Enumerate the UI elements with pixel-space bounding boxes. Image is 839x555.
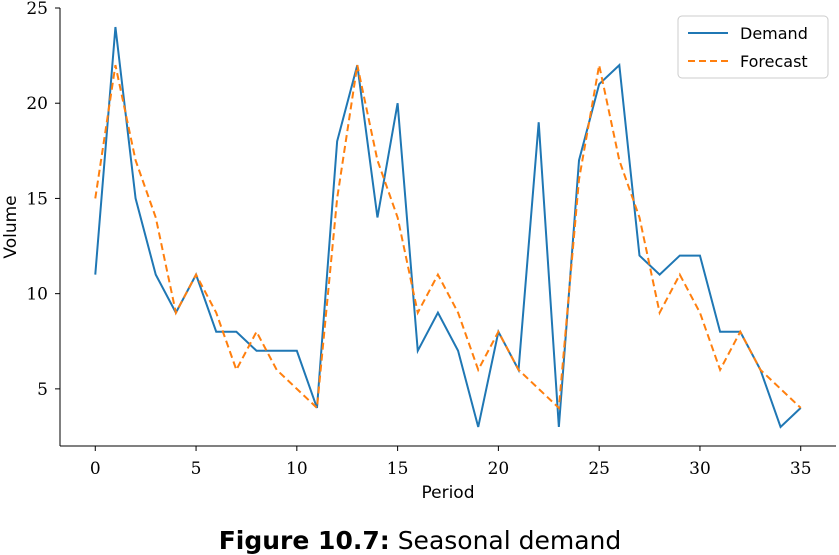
y-tick-label: 15	[26, 189, 48, 209]
legend: Demand Forecast	[677, 15, 829, 79]
series-line	[94, 64, 802, 411]
x-tick-label: 30	[689, 459, 711, 479]
x-axis-label: Period	[421, 483, 474, 503]
y-tick-label: 25	[26, 0, 48, 19]
y-axis-label: Volume	[1, 195, 21, 258]
legend-box	[677, 15, 829, 79]
caption-text: Seasonal demand	[398, 526, 622, 555]
y-tick-label: 10	[26, 285, 48, 305]
x-tick-label: 35	[790, 459, 812, 479]
legend-label: Forecast	[740, 52, 808, 71]
y-tick-label: 20	[26, 94, 48, 114]
series-line	[94, 26, 802, 429]
x-tick-label: 20	[488, 459, 510, 479]
x-tick-label: 0	[90, 459, 101, 479]
caption: Figure 10.7: Seasonal demand	[219, 526, 622, 555]
legend-label: Demand	[740, 24, 808, 43]
x-tick-label: 5	[191, 459, 202, 479]
x-tick-label: 15	[387, 459, 409, 479]
x-tick-label: 25	[588, 459, 610, 479]
x-tick-label: 10	[286, 459, 308, 479]
y-tick-label: 5	[37, 380, 48, 400]
caption-label: Figure 10.7:	[219, 526, 390, 555]
